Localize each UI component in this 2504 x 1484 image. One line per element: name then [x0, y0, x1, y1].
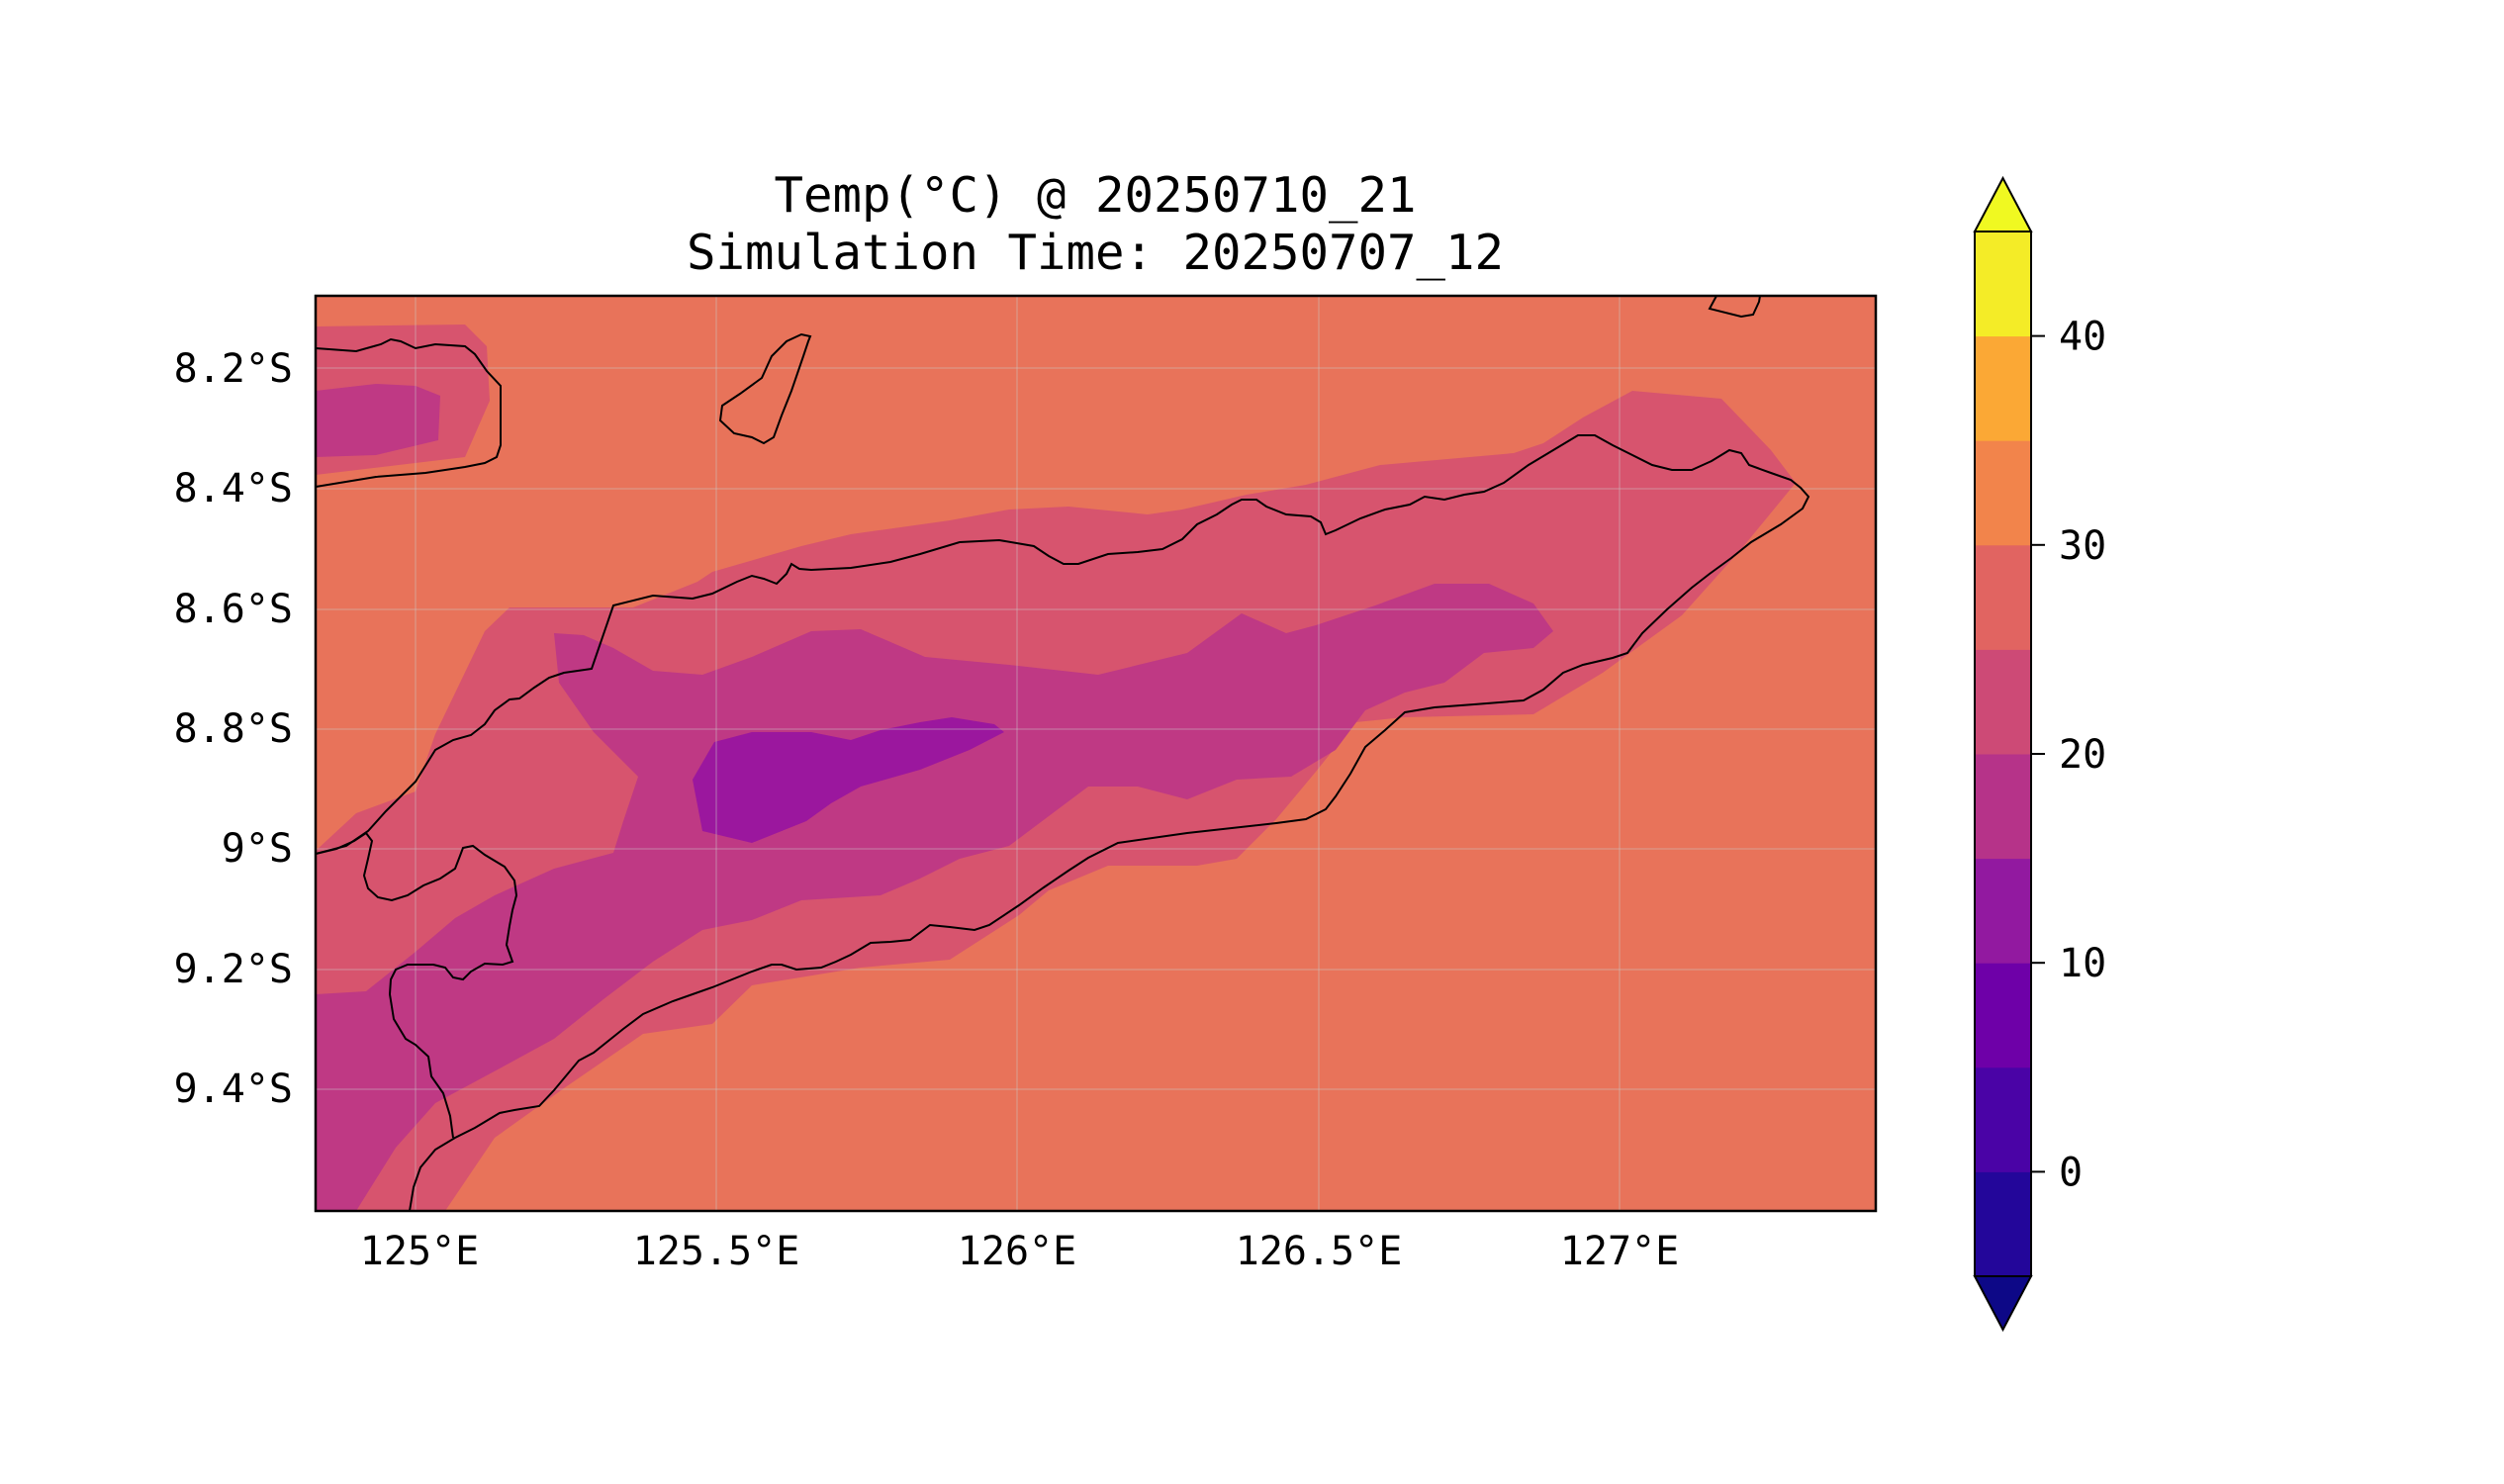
colorbar-tick-label: 0	[2059, 1150, 2083, 1195]
colorbar-band	[1975, 440, 2031, 546]
temp-zone-10-15	[693, 717, 1004, 843]
colorbar-bands	[1975, 232, 2031, 1277]
x-tick-label: 125°E	[360, 1229, 479, 1274]
y-tick-label: 9.2°S	[174, 947, 293, 992]
y-tick-label: 8.2°S	[174, 346, 293, 392]
y-tick-label: 8.4°S	[174, 466, 293, 511]
colorbar-under-arrow	[1973, 1275, 2033, 1333]
colorbar-tick-label: 20	[2059, 732, 2106, 778]
colorbar-band	[1975, 754, 2031, 860]
colorbar-band	[1975, 1067, 2031, 1172]
temp-zone-15-20	[316, 384, 1553, 1211]
x-tick-label: 126.5°E	[1236, 1229, 1403, 1274]
coastlines	[316, 296, 1810, 1211]
colorbar-ticks: 0 10 20 30 40	[2031, 315, 2106, 1195]
map-panel	[316, 296, 1876, 1211]
colorbar-over-arrow	[1973, 175, 2033, 232]
x-tick-label: 127°E	[1560, 1229, 1679, 1274]
colorbar-band	[1975, 649, 2031, 755]
x-tick-label: 126°E	[958, 1229, 1076, 1274]
plot-title: Temp(°C) @ 20250710_21	[774, 167, 1416, 224]
x-tick-label: 125.5°E	[633, 1229, 800, 1274]
colorbar-band	[1975, 232, 2031, 337]
colorbar-band	[1975, 544, 2031, 650]
map-frame	[314, 294, 1878, 1213]
y-tick-label: 9°S	[222, 826, 293, 872]
y-tick-label: 9.4°S	[174, 1067, 293, 1112]
colorbar-tick-label: 10	[2059, 941, 2106, 986]
colorbar-tick-label: 40	[2059, 315, 2106, 360]
colorbar-tick-label: 30	[2059, 523, 2106, 569]
colorbar-band	[1975, 335, 2031, 441]
x-axis-labels: 125°E 125.5°E 126°E 126.5°E 127°E	[360, 1229, 1679, 1274]
colorbar-band	[1975, 858, 2031, 964]
colorbar-band	[1975, 963, 2031, 1068]
y-axis-labels: 8.2°S 8.4°S 8.6°S 8.8°S 9°S 9.2°S 9.4°S	[174, 346, 293, 1112]
y-tick-label: 8.8°S	[174, 706, 293, 752]
y-tick-label: 8.6°S	[174, 587, 293, 632]
colorbar-band	[1975, 1171, 2031, 1277]
colorbar: 0 10 20 30 40	[1973, 175, 2106, 1333]
plot-subtitle: Simulation Time: 20250707_12	[687, 225, 1504, 281]
